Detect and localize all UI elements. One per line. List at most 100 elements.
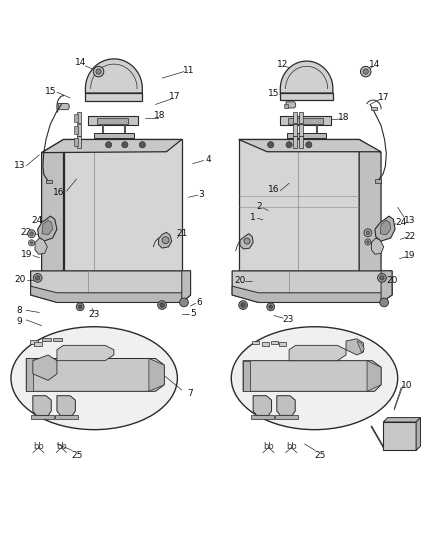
Polygon shape (383, 418, 420, 422)
Polygon shape (416, 418, 420, 450)
Polygon shape (253, 395, 272, 415)
Text: 2: 2 (257, 201, 262, 211)
Polygon shape (30, 340, 38, 344)
Text: 15: 15 (268, 89, 279, 98)
Polygon shape (97, 118, 128, 124)
Polygon shape (380, 220, 391, 235)
Circle shape (380, 276, 384, 280)
Polygon shape (74, 114, 78, 122)
Text: 10: 10 (401, 381, 412, 390)
Polygon shape (243, 361, 250, 391)
Polygon shape (42, 140, 64, 282)
Polygon shape (371, 107, 377, 110)
Polygon shape (299, 124, 303, 135)
Polygon shape (280, 116, 331, 125)
Polygon shape (182, 271, 191, 302)
Text: 13: 13 (14, 161, 25, 170)
Circle shape (306, 142, 312, 148)
Circle shape (244, 238, 250, 244)
Polygon shape (251, 415, 274, 419)
Text: 12: 12 (277, 60, 288, 69)
Circle shape (269, 305, 272, 309)
Text: 21: 21 (176, 229, 187, 238)
Polygon shape (33, 355, 57, 381)
Circle shape (30, 241, 33, 244)
Circle shape (160, 303, 164, 307)
Polygon shape (26, 359, 33, 391)
Circle shape (239, 301, 247, 310)
Polygon shape (357, 341, 364, 353)
Circle shape (35, 276, 40, 280)
Polygon shape (284, 104, 288, 108)
Polygon shape (149, 359, 164, 391)
Text: 23: 23 (282, 316, 293, 325)
Text: bb: bb (263, 441, 274, 450)
Polygon shape (33, 395, 51, 415)
Circle shape (93, 66, 104, 77)
Text: 19: 19 (404, 252, 415, 261)
Circle shape (180, 298, 188, 307)
Polygon shape (88, 116, 138, 125)
Text: bb: bb (286, 441, 297, 450)
Text: 6: 6 (196, 298, 202, 307)
Circle shape (365, 239, 371, 245)
Text: 5: 5 (190, 309, 196, 318)
Polygon shape (46, 180, 52, 183)
Polygon shape (346, 339, 364, 355)
Text: 4: 4 (205, 155, 211, 164)
Polygon shape (279, 342, 286, 346)
Polygon shape (239, 140, 381, 152)
Polygon shape (85, 93, 142, 101)
Polygon shape (288, 118, 323, 124)
Circle shape (28, 230, 35, 238)
Text: 17: 17 (170, 93, 181, 101)
Polygon shape (375, 216, 395, 241)
Polygon shape (275, 415, 298, 419)
Polygon shape (38, 216, 57, 241)
Text: 26: 26 (408, 441, 420, 450)
Text: 3: 3 (198, 190, 205, 199)
Polygon shape (42, 140, 182, 152)
Text: bb: bb (56, 441, 67, 450)
Text: 7: 7 (187, 389, 194, 398)
Polygon shape (26, 359, 164, 391)
Text: 14: 14 (75, 58, 87, 67)
Polygon shape (74, 126, 78, 134)
Circle shape (380, 298, 389, 307)
Circle shape (378, 273, 386, 282)
Polygon shape (293, 112, 297, 123)
Polygon shape (34, 342, 42, 346)
Text: 17: 17 (378, 93, 389, 102)
Text: 20: 20 (234, 276, 246, 285)
Polygon shape (371, 238, 384, 254)
Polygon shape (280, 93, 333, 100)
Polygon shape (35, 238, 47, 254)
Polygon shape (64, 140, 182, 271)
Circle shape (122, 142, 128, 148)
Text: 25: 25 (314, 451, 325, 460)
Polygon shape (159, 232, 172, 248)
Text: 24: 24 (395, 218, 406, 227)
Text: 22: 22 (404, 232, 415, 241)
Polygon shape (77, 124, 81, 135)
Text: 1: 1 (250, 213, 256, 222)
Text: 20: 20 (14, 275, 25, 284)
Circle shape (106, 142, 112, 148)
Polygon shape (77, 136, 81, 148)
Polygon shape (375, 179, 381, 183)
Text: 25: 25 (71, 451, 82, 460)
Polygon shape (57, 395, 75, 415)
Circle shape (30, 232, 33, 236)
Polygon shape (85, 59, 142, 93)
Text: 15: 15 (45, 87, 56, 96)
Polygon shape (58, 103, 69, 110)
Circle shape (363, 69, 368, 74)
Ellipse shape (231, 327, 398, 430)
Text: 22: 22 (21, 228, 32, 237)
Text: 16: 16 (53, 188, 65, 197)
Circle shape (76, 303, 84, 311)
Circle shape (268, 142, 274, 148)
Text: 11: 11 (183, 66, 194, 75)
Polygon shape (240, 233, 253, 249)
Circle shape (78, 305, 82, 309)
